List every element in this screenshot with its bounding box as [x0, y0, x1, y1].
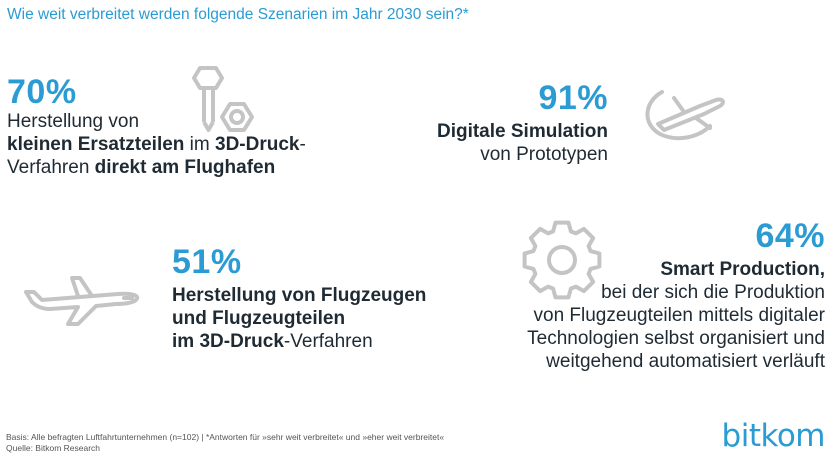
bitkom-logo: bitkom	[721, 418, 826, 454]
stat-line-segment: Smart Production,	[660, 259, 825, 280]
stat-line: im 3D-Druck-Verfahren	[172, 330, 426, 353]
footnote-source: Quelle: Bitkom Research	[6, 443, 101, 453]
stat-line-segment: kleinen Ersatzteilen	[7, 134, 185, 155]
stat-text: Digitale Simulation von Prototypen	[437, 120, 608, 166]
stat-line-segment: von Flugzeugteilen mittels digitaler	[533, 305, 826, 326]
stat-line: Herstellung von Flugzeugen	[172, 284, 426, 307]
stat-line: weitgehend automatisiert verläuft	[527, 350, 825, 373]
stat-text: Herstellung von kleinen Ersatzteilen im 3…	[7, 110, 306, 179]
stat-line: kleinen Ersatzteilen im 3D-Druck-	[7, 133, 306, 156]
stat-line-segment: -	[299, 134, 306, 155]
stat-line: Digitale Simulation	[437, 120, 608, 143]
stat-text: Smart Production, bei der sich die Produk…	[527, 258, 825, 373]
stat-value: 64%	[755, 217, 825, 255]
stat-line: von Prototypen	[437, 143, 608, 166]
plane-orbit-icon	[645, 90, 725, 141]
stat-line-segment: Technologien selbst organisiert und	[527, 328, 825, 349]
chart-title: Wie weit verbreitet werden folgende Szen…	[7, 6, 469, 23]
stat-line: Technologien selbst organisiert und	[527, 327, 825, 350]
stat-line-segment: bei der sich die Produktion	[601, 282, 825, 303]
stat-line: und Flugzeugteilen	[172, 307, 426, 330]
stat-line-segment: 3D-Druck	[215, 134, 300, 155]
stat-value: 70%	[7, 73, 77, 111]
screw-nut-icon	[192, 66, 254, 132]
airplane-icon	[24, 276, 140, 326]
stat-line: von Flugzeugteilen mittels digitaler	[527, 304, 826, 327]
stat-simulation: 91% Digitale Simulation von Prototypen	[437, 80, 608, 166]
stat-line-segment: Herstellung von	[7, 111, 140, 132]
stat-line-segment: im	[184, 134, 216, 155]
stat-value: 51%	[172, 243, 242, 281]
stat-line: bei der sich die Produktion	[527, 281, 825, 304]
stat-value: 91%	[538, 79, 608, 117]
stat-line-segment: Digitale Simulation	[436, 121, 608, 142]
stat-smart-production: 64% Smart Production, bei der sich die Pr…	[527, 218, 825, 373]
stat-line-segment: Verfahren	[7, 157, 95, 178]
stat-line-segment: -Verfahren	[283, 331, 373, 352]
stat-line: Smart Production,	[527, 258, 825, 281]
stat-flugzeuge: 51% Herstellung von Flugzeugen und Flugze…	[172, 244, 426, 353]
stat-line-segment: weitgehend automatisiert verläuft	[546, 351, 825, 372]
stat-ersatzteile: 70% Herstellung von kleinen Ersatzteilen …	[7, 74, 306, 179]
stat-line-segment: im 3D-Druck	[172, 331, 284, 352]
stat-line-segment: Herstellung von Flugzeugen	[172, 285, 427, 306]
stat-line-segment: und Flugzeugteilen	[172, 308, 346, 329]
stat-line-segment: direkt am Flughafen	[94, 157, 276, 178]
stat-line-segment: von Prototypen	[480, 144, 608, 165]
stat-line: Verfahren direkt am Flughafen	[7, 156, 306, 179]
stat-text: Herstellung von Flugzeugen und Flugzeugte…	[172, 284, 426, 353]
stat-line: Herstellung von	[7, 110, 306, 133]
gear-icon	[522, 220, 602, 300]
footnote-basis: Basis: Alle befragten Luftfahrtunternehm…	[6, 432, 445, 442]
